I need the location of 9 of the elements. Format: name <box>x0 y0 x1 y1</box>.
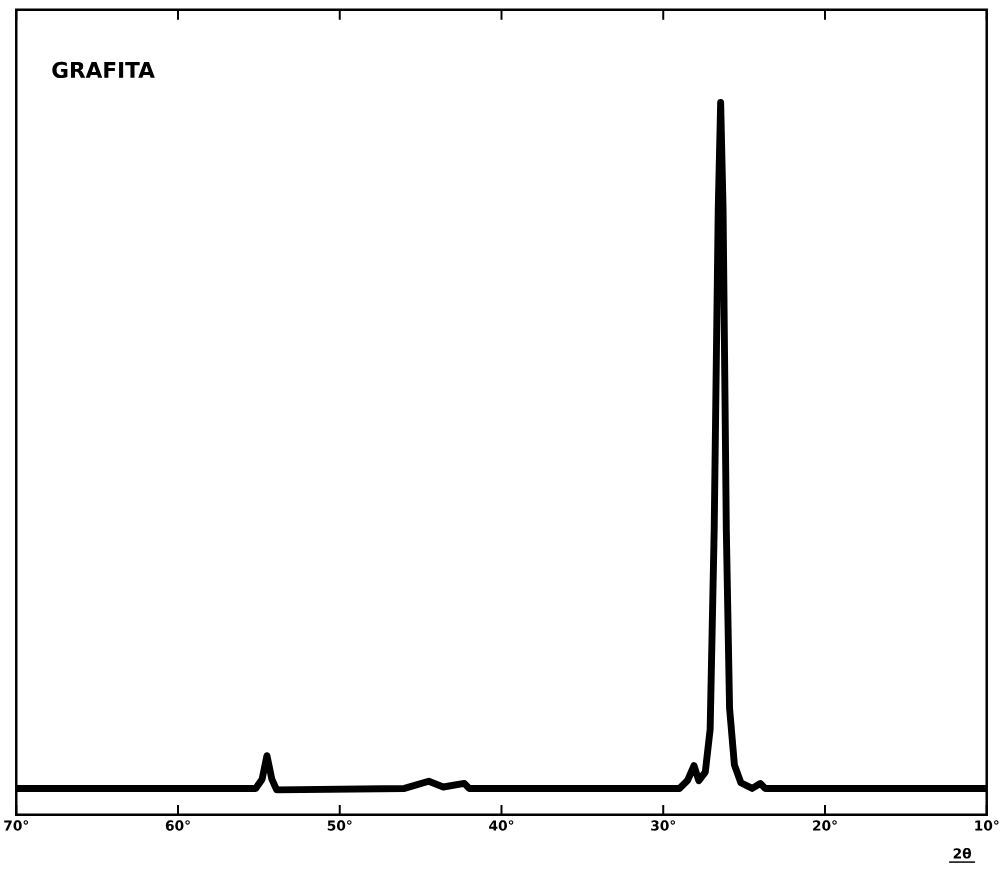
x-axis-title: 2θ <box>953 847 972 859</box>
x-tick-label: 70° <box>4 820 29 831</box>
x-tick-label: 60° <box>165 820 190 831</box>
x-tick-label: 40° <box>489 820 514 831</box>
x-tick-label: 30° <box>651 820 676 831</box>
x-tick-label: 10° <box>975 820 999 831</box>
x-tick-label: 50° <box>327 820 352 831</box>
x-tick-label: 20° <box>813 820 837 831</box>
chart-title: GRAFITA <box>52 61 155 79</box>
